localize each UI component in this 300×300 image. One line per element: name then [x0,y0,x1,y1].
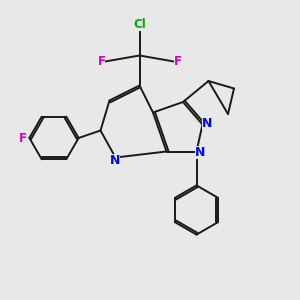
Text: Cl: Cl [133,18,146,31]
Text: F: F [19,131,27,145]
Text: N: N [195,146,206,159]
Text: N: N [202,116,212,130]
Text: F: F [98,55,105,68]
Text: F: F [174,55,182,68]
Text: N: N [110,154,120,167]
